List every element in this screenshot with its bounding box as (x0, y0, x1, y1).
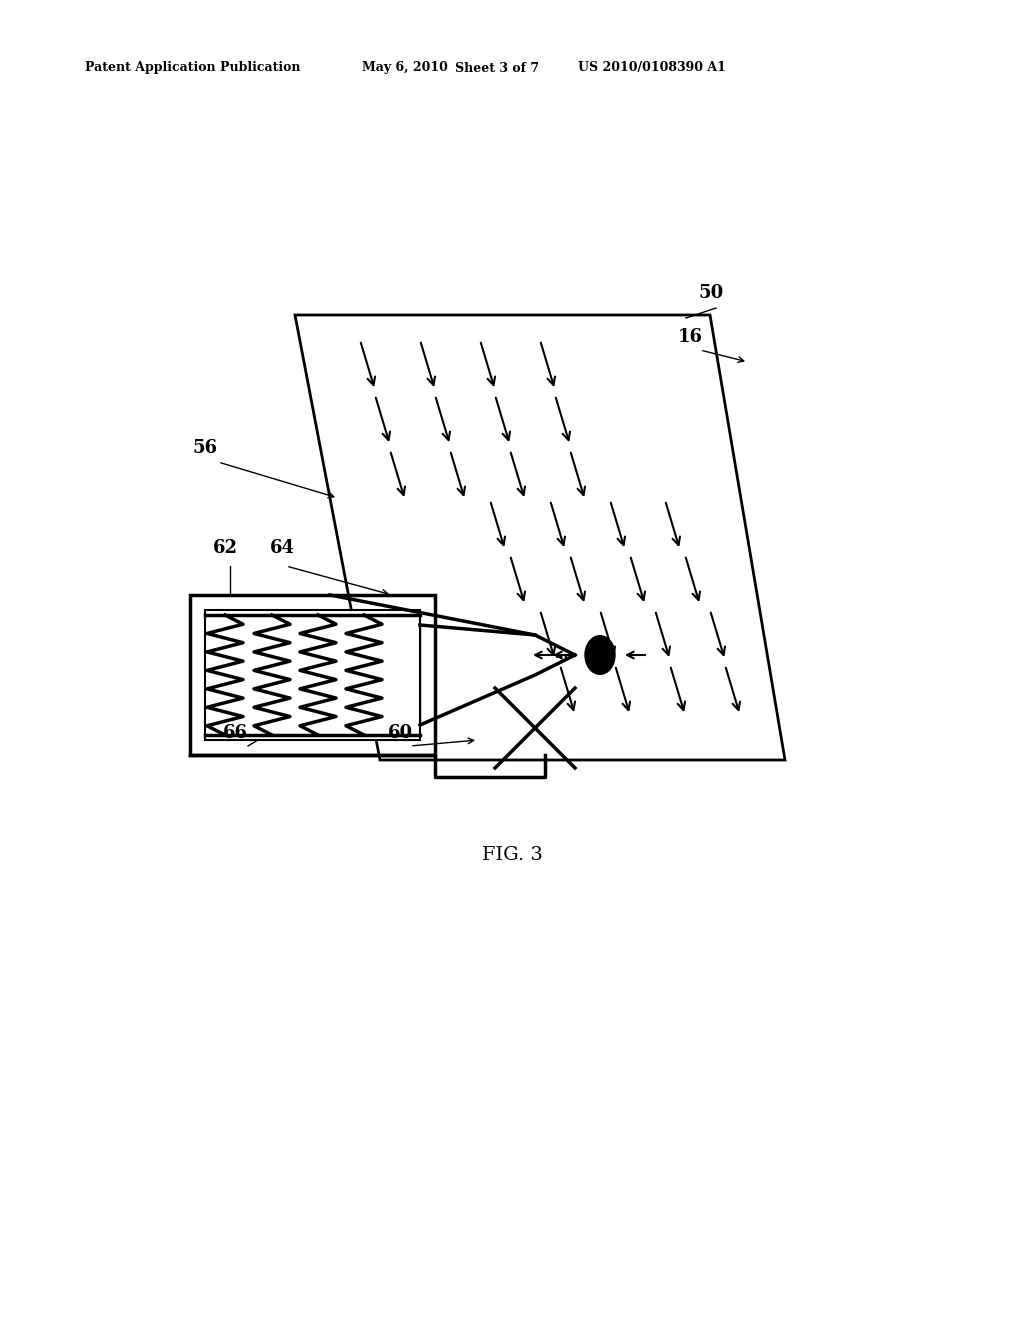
Text: 56: 56 (193, 440, 218, 457)
Circle shape (585, 636, 615, 675)
Text: 50: 50 (698, 284, 723, 302)
Text: 62: 62 (213, 539, 238, 557)
Text: 16: 16 (678, 327, 703, 346)
Text: Patent Application Publication: Patent Application Publication (85, 62, 300, 74)
Polygon shape (295, 315, 785, 760)
Text: Sheet 3 of 7: Sheet 3 of 7 (455, 62, 539, 74)
Text: May 6, 2010: May 6, 2010 (362, 62, 447, 74)
Text: US 2010/0108390 A1: US 2010/0108390 A1 (578, 62, 726, 74)
Bar (190, 595, 435, 755)
Text: 60: 60 (388, 723, 413, 742)
Text: FIG. 3: FIG. 3 (481, 846, 543, 865)
Text: 64: 64 (270, 539, 295, 557)
Text: 66: 66 (223, 723, 248, 742)
Bar (205, 610, 420, 741)
Text: ...: ... (555, 648, 569, 661)
